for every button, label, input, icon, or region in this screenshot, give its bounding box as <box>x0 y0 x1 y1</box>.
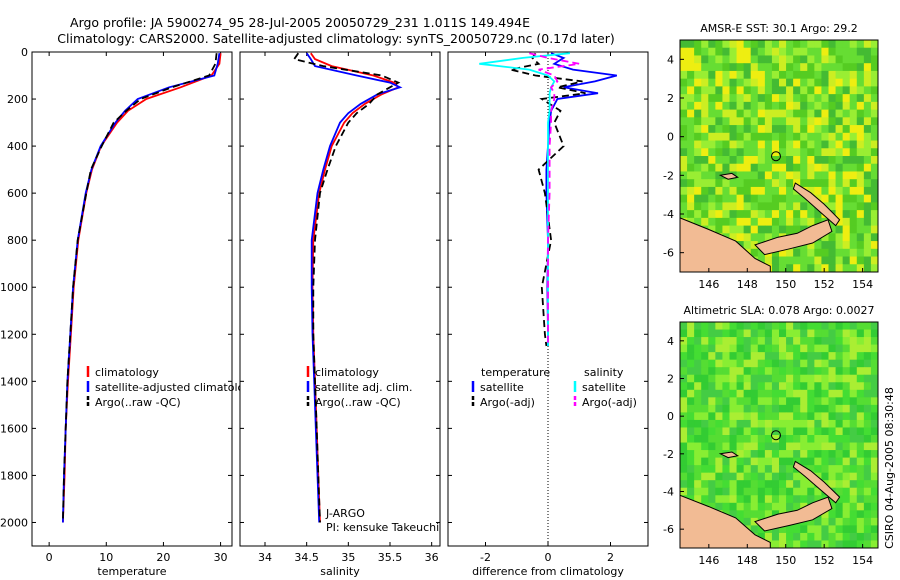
sla-map-xtick-label: 150 <box>775 554 796 567</box>
sst-map-ytick-label: -6 <box>663 247 674 260</box>
sst-map-ytick-label: 0 <box>667 131 674 144</box>
temperature-xlabel: temperature <box>97 565 166 578</box>
salinity-axes-box <box>239 51 441 547</box>
diff-legend-right-label: salinity <box>584 366 624 379</box>
sla-map-land-new-britain <box>754 496 833 532</box>
salinity-xtick-label: 35 <box>341 551 355 564</box>
difference-xlabel: difference from climatology <box>472 565 624 578</box>
salinity-xtick-label: 36 <box>425 551 439 564</box>
depth-tick-label: 200 <box>7 93 28 106</box>
sst-map-field <box>680 40 879 273</box>
depth-tick-label: 1800 <box>0 469 28 482</box>
diff-legend-right-label: satellite <box>582 381 626 394</box>
diff-legend-right-label: Argo(-adj) <box>582 396 637 409</box>
depth-tick-label: 1600 <box>0 422 28 435</box>
diff-legend-left-label: temperature <box>481 366 550 379</box>
difference-series-line <box>529 52 580 346</box>
sla-map-land-new-ireland <box>792 460 841 504</box>
temperature-series-line <box>62 53 218 523</box>
sst-map-ytick-label: -2 <box>663 169 674 182</box>
sst-map-xtick-label: 146 <box>698 278 719 291</box>
salinity-xlabel: salinity <box>320 565 360 578</box>
sla-map-xtick-label: 154 <box>852 554 873 567</box>
sst-map-xtick-label: 152 <box>814 278 835 291</box>
annotation-line-1: J-ARGO <box>325 507 365 520</box>
sst-map-xtick-label: 154 <box>852 278 873 291</box>
depth-tick-label: 800 <box>7 234 28 247</box>
sla-map-ytick-label: 4 <box>667 335 674 348</box>
sst-map-land-manus <box>718 172 739 180</box>
difference-xtick-label: 0 <box>545 551 552 564</box>
salinity-xtick-label: 35.5 <box>378 551 403 564</box>
temperature-axes-box <box>31 51 233 547</box>
salinity-series-line <box>292 52 401 523</box>
title-line-2: Climatology: CARS2000. Satellite-adjuste… <box>57 31 614 46</box>
salinity-xtick-label: 34 <box>258 551 272 564</box>
depth-tick-label: 0 <box>21 46 28 59</box>
sla-map-xtick-label: 152 <box>814 554 835 567</box>
temperature-legend-label: climatology <box>95 366 159 379</box>
depth-tick-label: 400 <box>7 140 28 153</box>
depth-tick-label: 1200 <box>0 328 28 341</box>
difference-xtick-label: -2 <box>480 551 491 564</box>
salinity-legend-label: Argo(..raw -QC) <box>315 396 401 409</box>
temperature-panel: 0 10 20 30 0 200 400 600 800 1000 1200 1400 1600 1800… <box>0 46 258 578</box>
salinity-legend-label: satellite adj. clim. <box>315 381 412 394</box>
sst-map-ytick-label: 4 <box>667 53 674 66</box>
temperature-xtick-label: 20 <box>156 551 170 564</box>
sla-map-title: Altimetric SLA: 0.078 Argo: 0.0027 <box>683 304 874 317</box>
diff-legend-left-label: satellite <box>480 381 524 394</box>
depth-tick-label: 1000 <box>0 281 28 294</box>
sst-map-xtick-label: 148 <box>737 278 758 291</box>
sst-map-panel: AMSR-E SST: 30.1 Argo: 29.2 146 148 150 152 1… <box>663 22 879 291</box>
annotation-line-2: PI: kensuke Takeuchi <box>326 521 439 534</box>
sla-map-xtick-label: 148 <box>737 554 758 567</box>
temperature-legend-label: Argo(..raw -QC) <box>95 396 181 409</box>
temperature-xtick-label: 10 <box>99 551 113 564</box>
temperature-xtick-label: 0 <box>46 551 53 564</box>
sst-map-land-new-ireland <box>792 182 841 227</box>
temperature-xtick-label: 30 <box>214 551 228 564</box>
sst-map-ytick-label: 2 <box>667 92 674 105</box>
temperature-legend-label: satellite-adjusted climatology <box>95 381 258 394</box>
sla-map-ytick-label: -2 <box>663 448 674 461</box>
sla-map-ytick-label: -6 <box>663 523 674 536</box>
salinity-panel: 34 34.5 35 35.5 36 salinity climatology satelli… <box>239 51 441 578</box>
sst-map-title: AMSR-E SST: 30.1 Argo: 29.2 <box>700 22 858 35</box>
title-line-1: Argo profile: JA 5900274_95 28-Jul-2005 … <box>70 15 530 30</box>
sst-map-xtick-label: 150 <box>775 278 796 291</box>
salinity-xtick-label: 34.5 <box>294 551 319 564</box>
sla-map-xtick-label: 146 <box>698 554 719 567</box>
sla-map-ytick-label: 0 <box>667 410 674 423</box>
sst-map-frame <box>679 39 879 273</box>
side-label: CSIRO 04-Aug-2005 08:30:48 <box>883 387 896 549</box>
sla-map-land-manus <box>718 451 740 459</box>
diff-legend-left-label: Argo(-adj) <box>480 396 535 409</box>
sla-map-ytick-label: 2 <box>667 373 674 386</box>
sla-map-ytick-label: -4 <box>663 486 674 499</box>
sla-map-frame <box>679 321 879 549</box>
depth-tick-label: 2000 <box>0 516 28 529</box>
sla-map-panel: Altimetric SLA: 0.078 Argo: 0.0027 146 148… <box>663 304 879 567</box>
sst-map-land-new-britain <box>754 219 833 256</box>
sst-map-argo-marker <box>771 151 781 162</box>
sst-map-ytick-label: -4 <box>663 208 674 221</box>
sla-map-argo-marker <box>771 430 781 441</box>
depth-tick-label: 1400 <box>0 375 28 388</box>
salinity-legend-label: climatology <box>315 366 379 379</box>
difference-xtick-label: 2 <box>607 551 614 564</box>
depth-tick-label: 600 <box>7 187 28 200</box>
